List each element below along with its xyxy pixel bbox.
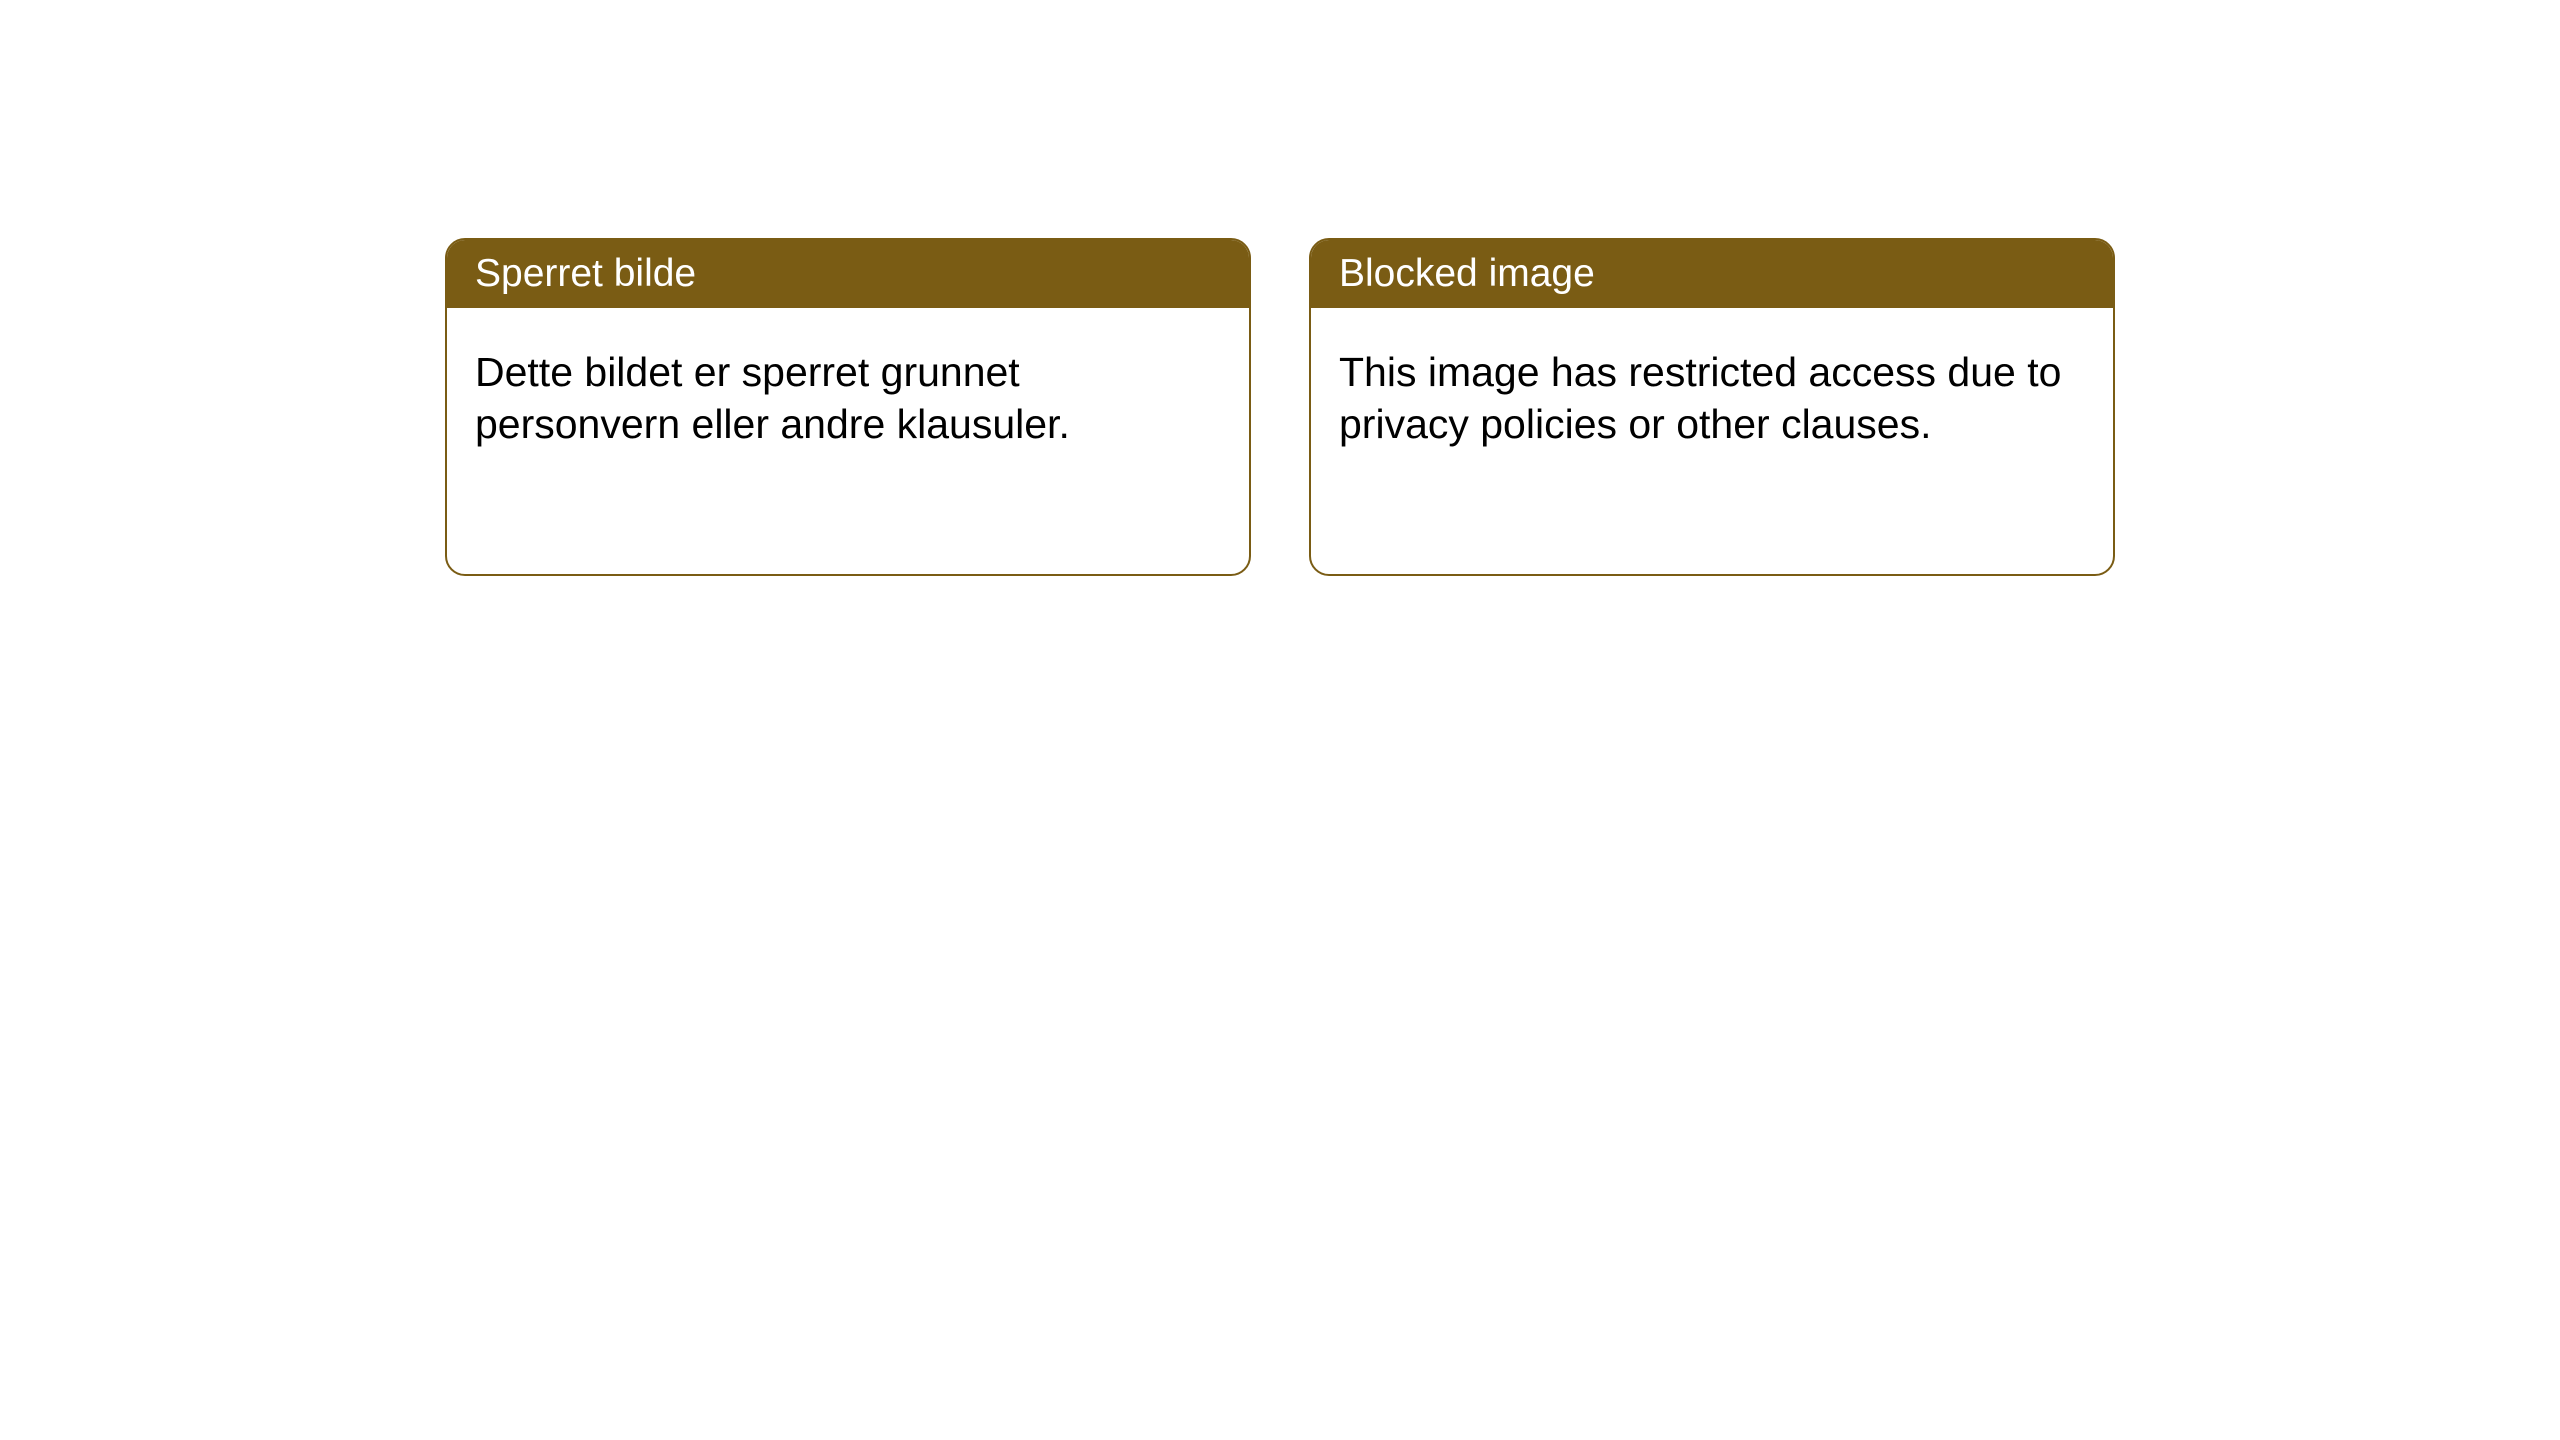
card-body-no: Dette bildet er sperret grunnet personve… [447, 308, 1249, 489]
card-body-en: This image has restricted access due to … [1311, 308, 2113, 489]
card-message-no: Dette bildet er sperret grunnet personve… [475, 349, 1070, 447]
card-header-en: Blocked image [1311, 240, 2113, 308]
card-title-no: Sperret bilde [475, 252, 696, 295]
blocked-image-card-no: Sperret bilde Dette bildet er sperret gr… [445, 238, 1251, 576]
card-title-en: Blocked image [1339, 252, 1595, 295]
card-message-en: This image has restricted access due to … [1339, 349, 2061, 447]
card-header-no: Sperret bilde [447, 240, 1249, 308]
notice-cards-container: Sperret bilde Dette bildet er sperret gr… [445, 238, 2115, 576]
blocked-image-card-en: Blocked image This image has restricted … [1309, 238, 2115, 576]
